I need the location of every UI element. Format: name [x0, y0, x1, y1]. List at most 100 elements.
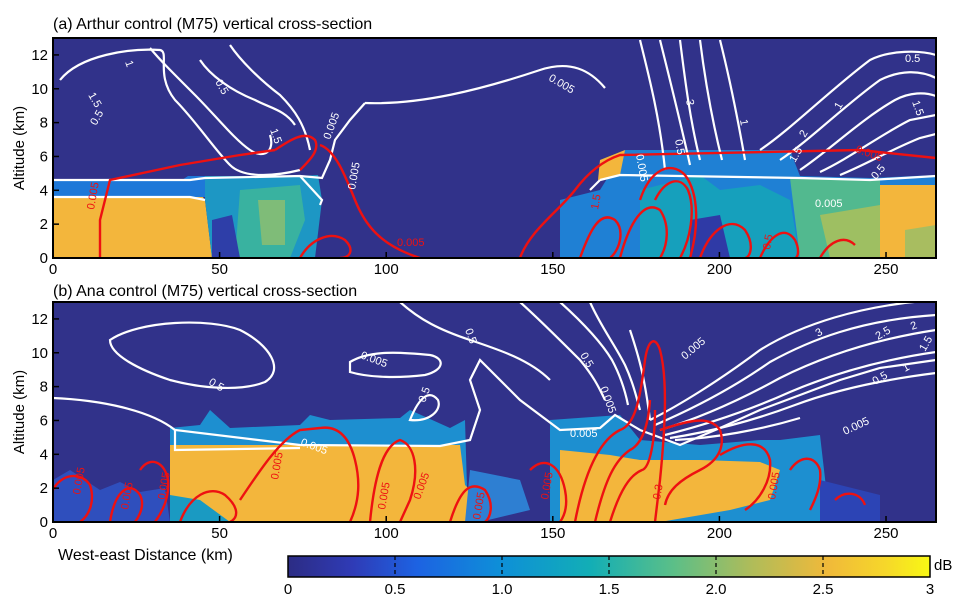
- a-red-4: [298, 234, 352, 258]
- a-white-05-left: [59, 48, 301, 177]
- b-white-t2: [588, 302, 642, 411]
- b-clabel-2: 2: [909, 319, 919, 332]
- a-white-15-left: [199, 59, 296, 126]
- a-rlabel-0005a: 0.005: [85, 181, 102, 210]
- a-white-r4: [819, 113, 936, 173]
- a-clabel-15b: 1.5: [267, 127, 284, 145]
- field-a-orange-strip: [598, 150, 625, 180]
- a-white-r1: [759, 50, 936, 151]
- colorbar-tick-label: 0: [284, 581, 292, 595]
- b-rlabel-g: 0.005: [471, 491, 488, 520]
- a-white-05-left2: [229, 44, 312, 151]
- a-white-1-left: [149, 47, 273, 156]
- b-rlabel-h: 0.005: [539, 471, 556, 500]
- a-clabel-1c: 1: [737, 118, 750, 126]
- field-a-right-olive2: [905, 225, 936, 258]
- b-white-05-top: [399, 302, 551, 381]
- a-rlabel-0005b: 0.005: [397, 237, 425, 249]
- b-white-r1: [649, 302, 925, 421]
- x-tick-label: 200: [707, 261, 732, 278]
- field-a-left-high: [53, 186, 212, 258]
- panel-b-ylabel: Altitude (km): [11, 370, 28, 454]
- b-red-15: [834, 492, 867, 506]
- b-red-8: [529, 461, 568, 522]
- a-clabel-2: 2: [797, 128, 810, 139]
- a-white-2: [658, 39, 692, 166]
- a-white-r3: [799, 92, 936, 171]
- field-b-right-tail: [820, 480, 880, 522]
- b-rlabel-i: 0.005: [766, 471, 783, 500]
- b-rlabel-e: 0.005: [376, 481, 393, 510]
- b-white-r6: [674, 416, 801, 442]
- y-tick-label: 10: [31, 81, 48, 98]
- y-tick-label: 4: [40, 182, 48, 199]
- panel-b-red-contours: [53, 340, 867, 522]
- b-red-6: [368, 438, 417, 522]
- colorbar-tick-label: 1.5: [599, 581, 620, 595]
- y-tick-label: 0: [40, 514, 48, 531]
- a-white-0005-main: [53, 102, 366, 182]
- colorbar-tick-label: 2.5: [813, 581, 834, 595]
- a-white-0005-right: [599, 173, 936, 182]
- y-tick-label: 10: [31, 345, 48, 362]
- b-red-14: [789, 457, 822, 511]
- colorbar-unit: dB: [934, 557, 952, 574]
- b-white-05-top2: [519, 302, 606, 401]
- field-b-orange: [170, 445, 480, 522]
- y-tick-label: 8: [40, 379, 48, 396]
- y-tick-label: 8: [40, 115, 48, 132]
- panel-a-plot: 1.5 1 0.5 0.5 1.5 0.005 0.005 0.005 0.00…: [52, 37, 937, 259]
- x-tick-label: 250: [874, 525, 899, 542]
- x-tick-label: 200: [707, 525, 732, 542]
- a-white-r2: [779, 71, 936, 161]
- field-b-low-cyan: [170, 495, 230, 522]
- y-tick-label: 2: [40, 216, 48, 233]
- b-red-13: [719, 443, 772, 511]
- b-clabel-05c: 0.5: [462, 327, 479, 345]
- a-white-spur: [299, 175, 324, 206]
- y-tick-label: 12: [31, 47, 48, 64]
- x-tick-label: 150: [540, 261, 565, 278]
- y-tick-label: 2: [40, 480, 48, 497]
- y-tick-label: 6: [40, 148, 48, 165]
- colorbar-tick-label: 2.0: [706, 581, 727, 595]
- b-white-0005: [53, 358, 936, 448]
- a-rlabel-05: 0.5: [761, 233, 775, 250]
- b-red-10: [593, 399, 652, 522]
- b-red-4: [178, 490, 238, 522]
- b-white-r4: [664, 350, 936, 437]
- a-white-0005-top: [364, 65, 606, 105]
- a-clabel-1b: 1: [832, 100, 845, 111]
- x-tick-label: 0: [49, 261, 57, 278]
- panel-a-red-contours: [98, 134, 936, 258]
- a-white-r5: [839, 132, 936, 177]
- a-red-9: [653, 180, 693, 258]
- x-tick-label: 250: [874, 261, 899, 278]
- a-white-15: [678, 39, 702, 161]
- b-white-0005-blob: [348, 351, 442, 379]
- b-rlabel-d: 0.005: [269, 451, 286, 480]
- a-red-8: [638, 166, 698, 258]
- b-rlabel-c: 0.005: [156, 471, 173, 500]
- b-white-t1: [559, 302, 630, 406]
- x-tick-label: 100: [374, 261, 399, 278]
- panel-a-field: 1.5 1 0.5 0.5 1.5 0.005 0.005 0.005 0.00…: [53, 39, 936, 258]
- field-a-mid-left-greener: [258, 200, 285, 245]
- a-red-6: [578, 216, 622, 258]
- colorbar-tick-label: 1.0: [492, 581, 513, 595]
- field-b-tail: [465, 470, 530, 522]
- b-white-05-small: [408, 394, 440, 422]
- a-white-05: [718, 39, 747, 161]
- a-clabel-0005d: 0.005: [815, 198, 843, 210]
- panel-a-ylabel: Altitude (km): [11, 106, 28, 190]
- a-white-low: [53, 195, 206, 202]
- panel-b-plot: 0.5 0.005 0.5 0.5 0.005 0.005 0.5 0.005 …: [52, 301, 937, 523]
- a-rlabel-15: 1.5: [589, 193, 603, 210]
- a-red-12: [818, 238, 856, 258]
- b-red-5: [239, 426, 360, 522]
- panel-b-frame: [52, 301, 937, 523]
- x-tick-label: 50: [211, 261, 228, 278]
- x-tick-label: 150: [540, 525, 565, 542]
